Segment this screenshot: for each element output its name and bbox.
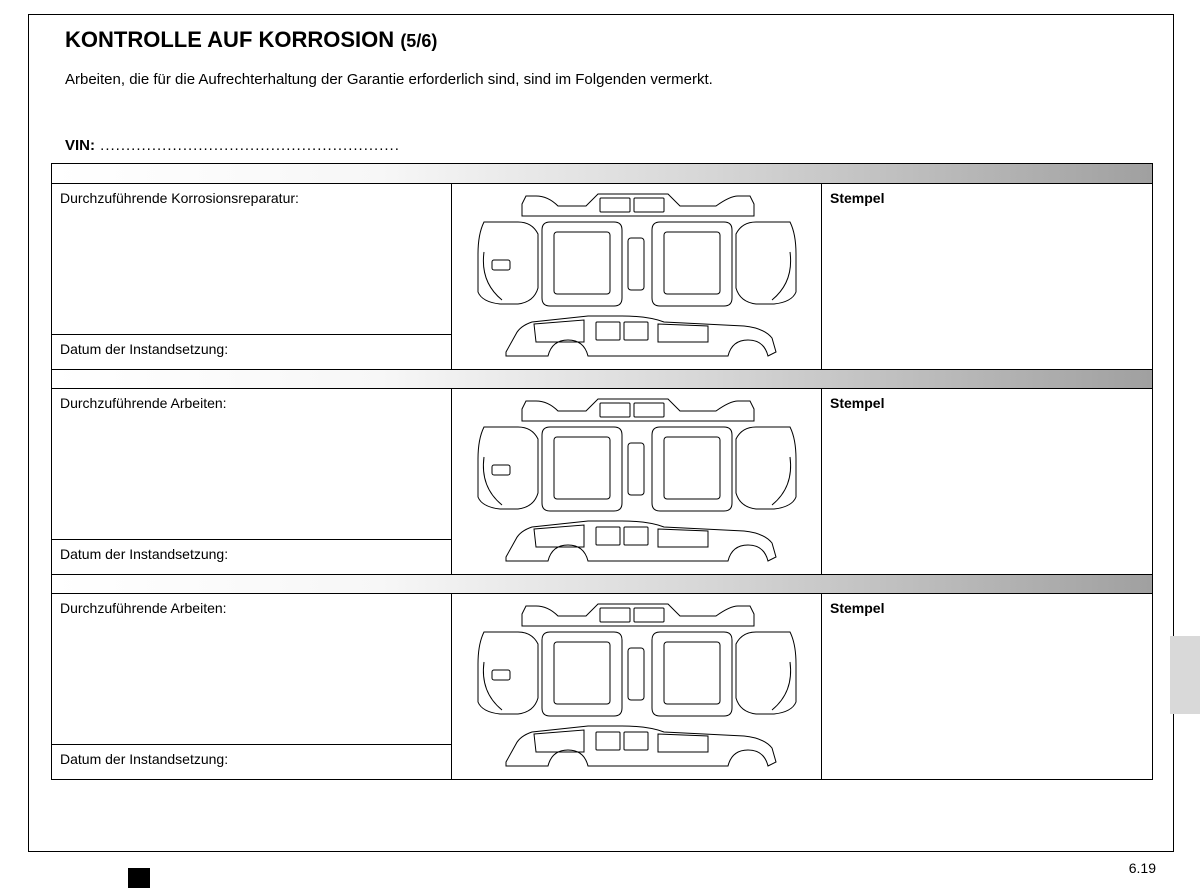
diagram-cell — [452, 594, 822, 779]
date-label: Datum der Instandsetzung: — [52, 745, 451, 779]
vin-label: VIN: — [65, 137, 95, 154]
divider-row — [52, 574, 1152, 594]
table-row: Durchzuführende Arbeiten: Datum der Inst… — [52, 594, 1152, 779]
divider-row — [52, 164, 1152, 184]
cell-left: Durchzuführende Arbeiten: Datum der Inst… — [52, 594, 452, 779]
diagram-cell — [452, 184, 822, 369]
table-row: Durchzuführende Arbeiten: Datum der Inst… — [52, 389, 1152, 574]
car-diagram-icon — [472, 192, 802, 362]
page-frame: KONTROLLE AUF KORROSION (5/6) Arbeiten, … — [28, 14, 1174, 852]
date-label: Datum der Instandsetzung: — [52, 540, 451, 574]
diagram-cell — [452, 389, 822, 574]
title-main: KONTROLLE AUF KORROSION — [65, 27, 394, 52]
car-diagram-icon — [472, 602, 802, 772]
work-label: Durchzuführende Arbeiten: — [52, 594, 451, 745]
stamp-label: Stempel — [822, 389, 1152, 574]
car-diagram-icon — [472, 397, 802, 567]
form-table: Durchzuführende Korrosionsreparatur: Dat… — [51, 163, 1153, 780]
divider-row — [52, 369, 1152, 389]
vin-line: VIN: ...................................… — [65, 137, 400, 154]
stamp-label: Stempel — [822, 184, 1152, 369]
cell-left: Durchzuführende Arbeiten: Datum der Inst… — [52, 389, 452, 574]
vin-dots: ........................................… — [95, 137, 400, 154]
page-number: 6.19 — [1129, 860, 1156, 876]
cell-left: Durchzuführende Korrosionsreparatur: Dat… — [52, 184, 452, 369]
table-row: Durchzuführende Korrosionsreparatur: Dat… — [52, 184, 1152, 369]
title-part: (5/6) — [400, 31, 437, 51]
work-label: Durchzuführende Arbeiten: — [52, 389, 451, 540]
stamp-label: Stempel — [822, 594, 1152, 779]
work-label: Durchzuführende Korrosionsreparatur: — [52, 184, 451, 335]
side-tab — [1170, 636, 1200, 714]
footer-mark — [128, 868, 150, 888]
date-label: Datum der Instandsetzung: — [52, 335, 451, 369]
subtitle: Arbeiten, die für die Aufrechterhaltung … — [65, 71, 713, 88]
page-title: KONTROLLE AUF KORROSION (5/6) — [65, 27, 437, 53]
